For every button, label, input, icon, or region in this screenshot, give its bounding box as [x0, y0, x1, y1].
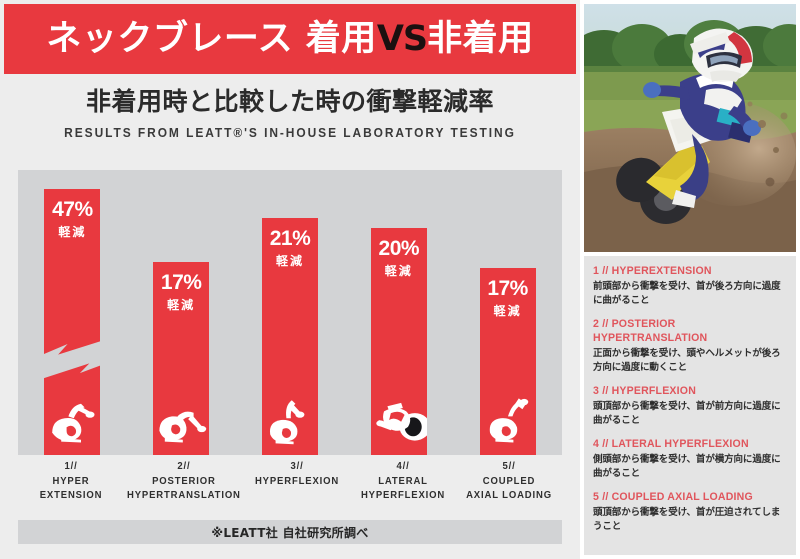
- bar-value-label: 20%: [378, 237, 420, 260]
- axis-label-number: 4//: [396, 461, 410, 472]
- hyper-extension-icon: [45, 391, 99, 449]
- bar-value-label: 21%: [269, 227, 311, 250]
- footer-note-text: ※LEATT社 自社研究所調べ: [211, 525, 369, 540]
- bar-1: 47% 軽減: [44, 189, 101, 455]
- axis-label-name: LATERAL HYPERFLEXION: [360, 475, 446, 502]
- glossary-description: 側頭部から衝撃を受け、首が横方向に過度に曲がること: [593, 454, 781, 479]
- axis-label-5: 5// COUPLED AXIAL LOADING: [456, 455, 562, 515]
- axis-label-name: HYPERFLEXION: [254, 475, 339, 487]
- glossary-panel: 1 // HYPEREXTENSION 前頭部から衝撃を受け、首が後ろ方向に過度に…: [584, 256, 796, 555]
- bar-value-sublabel: 軽減: [384, 264, 413, 278]
- axis-label-number: 3//: [290, 461, 304, 472]
- axis-label-number: 5//: [502, 461, 516, 472]
- bar-5: 17% 軽減: [479, 268, 536, 455]
- axis-label-name: COUPLED AXIAL LOADING: [466, 475, 552, 502]
- glossary-term: 3 // HYPERFLEXION: [593, 384, 697, 397]
- page-title-main: ネックブレース 着用: [46, 18, 377, 59]
- glossary-item-5: 5 // COUPLED AXIAL LOADING 頭頂部から衝撃を受け、首が圧…: [593, 490, 787, 534]
- page-title: ネックブレース 着用VS非着用: [46, 18, 534, 59]
- axis-label-name: HYPER EXTENSION: [39, 475, 103, 502]
- glossary-term: 4 // LATERAL HYPERFLEXION: [593, 437, 749, 450]
- glossary-item-4: 4 // LATERAL HYPERFLEXION 側頭部から衝撃を受け、首が横方…: [593, 437, 787, 481]
- bars-row: 47% 軽減 17% 軽減 21% 軽減 20: [18, 170, 562, 455]
- page-title-tail: 非着用: [427, 18, 534, 59]
- bar-slot: 20% 軽減: [344, 170, 453, 455]
- bar-4: 20% 軽減: [370, 228, 427, 455]
- bar-slot: 17% 軽減: [127, 170, 236, 455]
- bar-2: 17% 軽減: [153, 262, 210, 455]
- bar-value-sublabel: 軽減: [493, 304, 522, 318]
- axis-label-1: 1// HYPER EXTENSION: [18, 455, 124, 515]
- coupled-axial-loading-icon: [481, 391, 535, 449]
- axis-label-2: 2// POSTERIOR HYPERTRANSLATION: [124, 455, 244, 515]
- glossary-item-1: 1 // HYPEREXTENSION 前頭部から衝撃を受け、首が後ろ方向に過度に…: [593, 264, 787, 308]
- subtitle-english: RESULTS FROM LEATT®'S IN-HOUSE LABORATOR…: [64, 124, 516, 140]
- chart-panel: 47% 軽減 17% 軽減 21% 軽減 20: [18, 170, 562, 455]
- subtitle-block: 非着用時と比較した時の衝撃軽減率 RESULTS FROM LEATT®'S I…: [0, 88, 580, 140]
- left-column: ネックブレース 着用VS非着用 非着用時と比較した時の衝撃軽減率 RESULTS…: [0, 0, 580, 559]
- lateral-hyperflexion-icon: [372, 391, 427, 449]
- axis-label-name: POSTERIOR HYPERTRANSLATION: [127, 475, 241, 502]
- bar-value-sublabel: 軽減: [275, 254, 304, 268]
- subtitle-japanese: 非着用時と比較した時の衝撃軽減率: [85, 87, 494, 116]
- bar-value-sublabel: 軽減: [58, 225, 87, 239]
- glossary-term: 5 // COUPLED AXIAL LOADING: [593, 490, 753, 503]
- glossary-description: 前頭部から衝撃を受け、首が後ろ方向に過度に曲がること: [593, 281, 781, 307]
- axis-labels-band: 1// HYPER EXTENSION 2// POSTERIOR HYPERTRANSL…: [18, 455, 562, 515]
- glossary-description: 頭頂部から衝撃を受け、首が圧迫されてしまうこと: [593, 506, 781, 532]
- bar-value-label: 47%: [52, 198, 93, 221]
- bar-value-label: 17%: [487, 277, 528, 300]
- motocross-rider-photo: [584, 4, 796, 252]
- right-column: 1 // HYPEREXTENSION 前頭部から衝撃を受け、首が後ろ方向に過度に…: [580, 0, 800, 559]
- bar-value-sublabel: 軽減: [167, 298, 196, 312]
- axis-label-number: 2//: [177, 461, 191, 472]
- glossary-item-3: 3 // HYPERFLEXION 頭頂部から衝撃を受け、首が前方向に過度に曲がる…: [593, 384, 787, 428]
- hyperflexion-icon: [263, 391, 317, 449]
- axis-label-4: 4// LATERAL HYPERFLEXION: [350, 455, 456, 515]
- glossary-term: 1 // HYPEREXTENSION: [593, 265, 712, 277]
- header-banner: ネックブレース 着用VS非着用: [4, 4, 576, 74]
- glossary-term: 2 // POSTERIOR HYPERTRANSLATION: [593, 317, 708, 345]
- posterior-hypertranslation-icon: [154, 391, 208, 449]
- bar-slot: 47% 軽減: [18, 170, 127, 455]
- axis-break-lightning-icon: [44, 338, 101, 380]
- axis-label-number: 1//: [64, 461, 78, 472]
- bar-value-label: 17%: [160, 271, 202, 294]
- glossary-description: 頭頂部から衝撃を受け、首が前方向に過度に曲がること: [593, 401, 781, 427]
- bar-slot: 17% 軽減: [453, 170, 562, 455]
- bar-slot: 21% 軽減: [236, 170, 345, 455]
- axis-label-3: 3// HYPERFLEXION: [244, 455, 350, 515]
- footer-note: ※LEATT社 自社研究所調べ: [18, 520, 562, 544]
- glossary-description: 正面から衝撃を受け、頭やヘルメットが後ろ方向に過度に動くこと: [593, 348, 781, 374]
- bar-3: 21% 軽減: [261, 218, 318, 455]
- glossary-item-2: 2 // POSTERIOR HYPERTRANSLATION 正面から衝撃を受け…: [593, 317, 787, 375]
- page-title-vs: VS: [376, 18, 428, 59]
